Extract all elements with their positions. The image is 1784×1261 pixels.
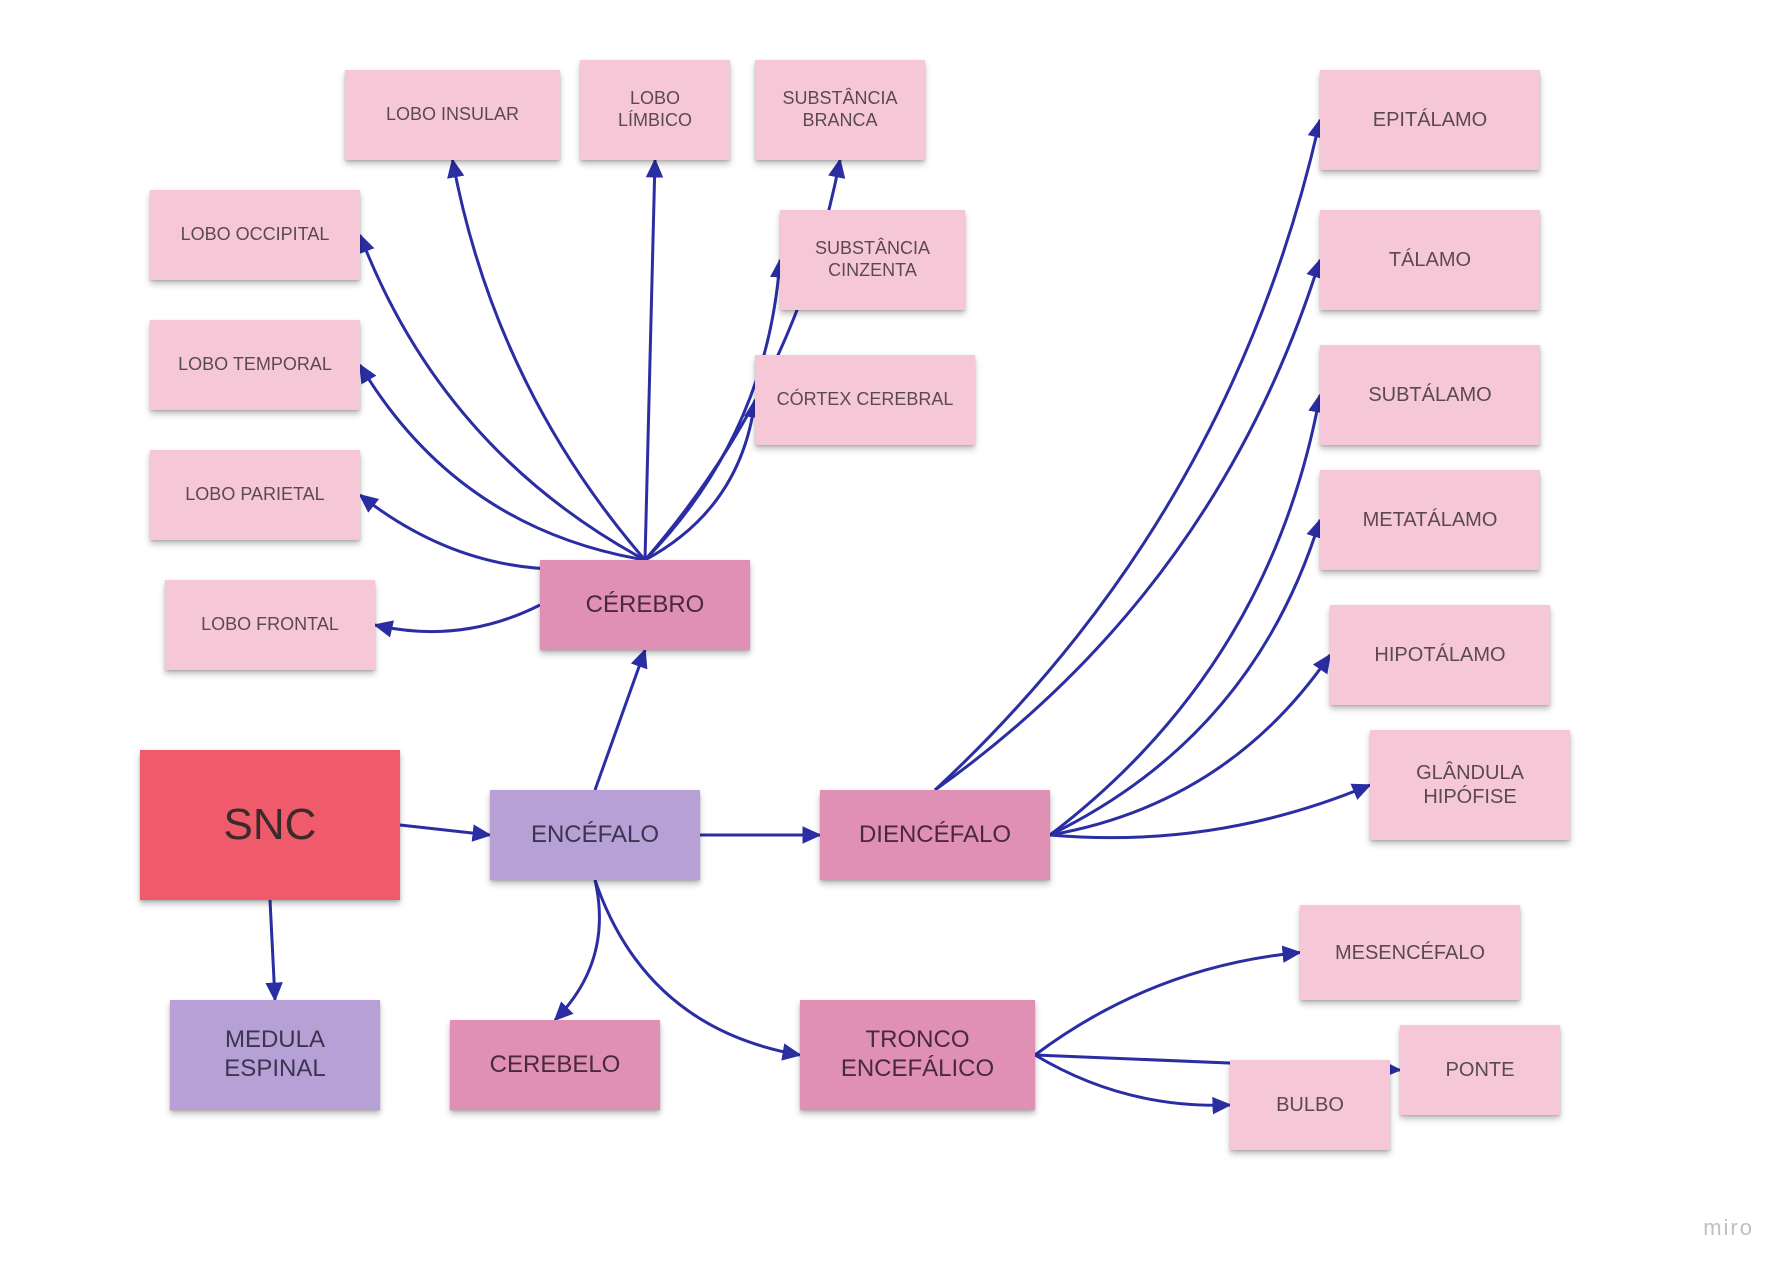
edge-tronco-to-bulbo <box>1035 1055 1230 1105</box>
edge-diencefalo-to-hipotalamo <box>1050 655 1330 835</box>
node-hipofise[interactable]: GLÂNDULA HIPÓFISE <box>1370 730 1570 840</box>
node-subst_cinzenta[interactable]: SUBSTÂNCIA CINZENTA <box>780 210 965 310</box>
edge-diencefalo-to-metatalamo <box>1050 520 1320 835</box>
edge-cerebro-to-lobo_frontal <box>375 605 540 632</box>
edge-cerebro-to-lobo_occipital <box>360 235 645 560</box>
node-metatalamo[interactable]: METATÁLAMO <box>1320 470 1540 570</box>
edge-cerebro-to-cortex <box>645 400 755 560</box>
edge-snc-to-encefalo <box>400 825 490 835</box>
edge-encefalo-to-cerebro <box>595 650 645 790</box>
node-lobo_insular[interactable]: LOBO INSULAR <box>345 70 560 160</box>
node-diencefalo[interactable]: DIENCÉFALO <box>820 790 1050 880</box>
edge-diencefalo-to-talamo <box>935 260 1320 790</box>
edge-encefalo-to-cerebelo <box>555 880 599 1020</box>
node-lobo_frontal[interactable]: LOBO FRONTAL <box>165 580 375 670</box>
node-snc[interactable]: SNC <box>140 750 400 900</box>
node-epitalamo[interactable]: EPITÁLAMO <box>1320 70 1540 170</box>
node-lobo_parietal[interactable]: LOBO PARIETAL <box>150 450 360 540</box>
edge-cerebro-to-lobo_parietal <box>360 495 645 569</box>
node-mesencefalo[interactable]: MESENCÉFALO <box>1300 905 1520 1000</box>
node-cortex[interactable]: CÓRTEX CEREBRAL <box>755 355 975 445</box>
node-lobo_limbico[interactable]: LOBO LÍMBICO <box>580 60 730 160</box>
node-cerebro[interactable]: CÉREBRO <box>540 560 750 650</box>
node-hipotalamo[interactable]: HIPOTÁLAMO <box>1330 605 1550 705</box>
edge-cerebro-to-lobo_temporal <box>360 365 645 560</box>
node-ponte[interactable]: PONTE <box>1400 1025 1560 1115</box>
node-talamo[interactable]: TÁLAMO <box>1320 210 1540 310</box>
edge-diencefalo-to-subtalamo <box>1050 395 1320 835</box>
edge-cerebro-to-lobo_insular <box>453 160 646 560</box>
node-lobo_occipital[interactable]: LOBO OCCIPITAL <box>150 190 360 280</box>
watermark-label: miro <box>1703 1215 1754 1241</box>
node-subst_branca[interactable]: SUBSTÂNCIA BRANCA <box>755 60 925 160</box>
node-subtalamo[interactable]: SUBTÁLAMO <box>1320 345 1540 445</box>
node-cerebelo[interactable]: CEREBELO <box>450 1020 660 1110</box>
edge-diencefalo-to-hipofise <box>1050 785 1370 838</box>
node-tronco[interactable]: TRONCO ENCEFÁLICO <box>800 1000 1035 1110</box>
edge-cerebro-to-lobo_limbico <box>645 160 655 560</box>
node-lobo_temporal[interactable]: LOBO TEMPORAL <box>150 320 360 410</box>
edge-tronco-to-mesencefalo <box>1035 953 1300 1056</box>
diagram-canvas: miro SNC MEDULA ESPINAL ENCÉFALO CEREBELO CÉ… <box>0 0 1784 1261</box>
node-encefalo[interactable]: ENCÉFALO <box>490 790 700 880</box>
edge-diencefalo-to-epitalamo <box>935 120 1320 790</box>
node-bulbo[interactable]: BULBO <box>1230 1060 1390 1150</box>
edge-snc-to-medula <box>270 900 275 1000</box>
node-medula[interactable]: MEDULA ESPINAL <box>170 1000 380 1110</box>
